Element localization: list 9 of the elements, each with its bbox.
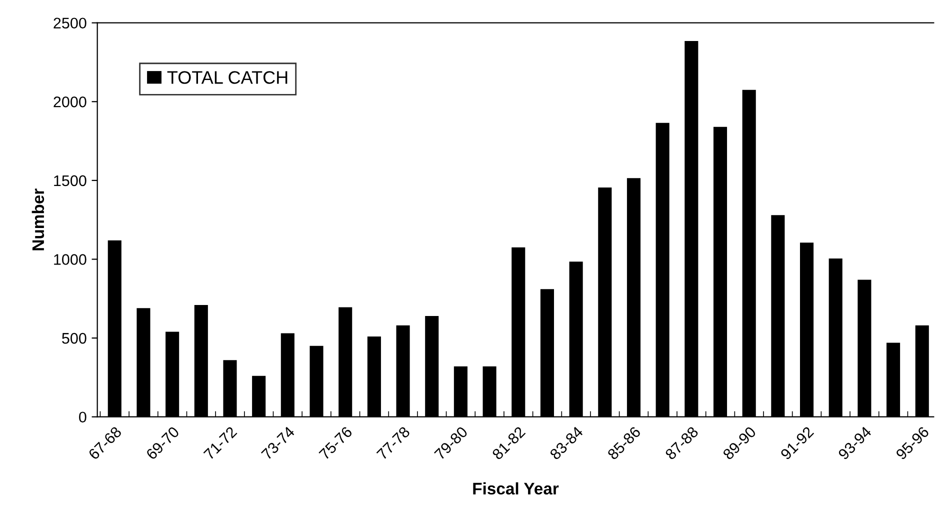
y-tick-label: 500 (62, 332, 86, 344)
y-tick-label: 2500 (54, 18, 86, 29)
y-tick-label: 1000 (54, 254, 86, 265)
y-tick-label: 0 (79, 412, 86, 423)
y-tick-label: 1500 (54, 175, 86, 186)
y-axis-title: Number (32, 188, 44, 250)
legend-label: TOTAL CATCH (167, 71, 288, 84)
y-tick-label: 2000 (54, 96, 86, 108)
x-axis-title: Fiscal Year (473, 482, 559, 495)
